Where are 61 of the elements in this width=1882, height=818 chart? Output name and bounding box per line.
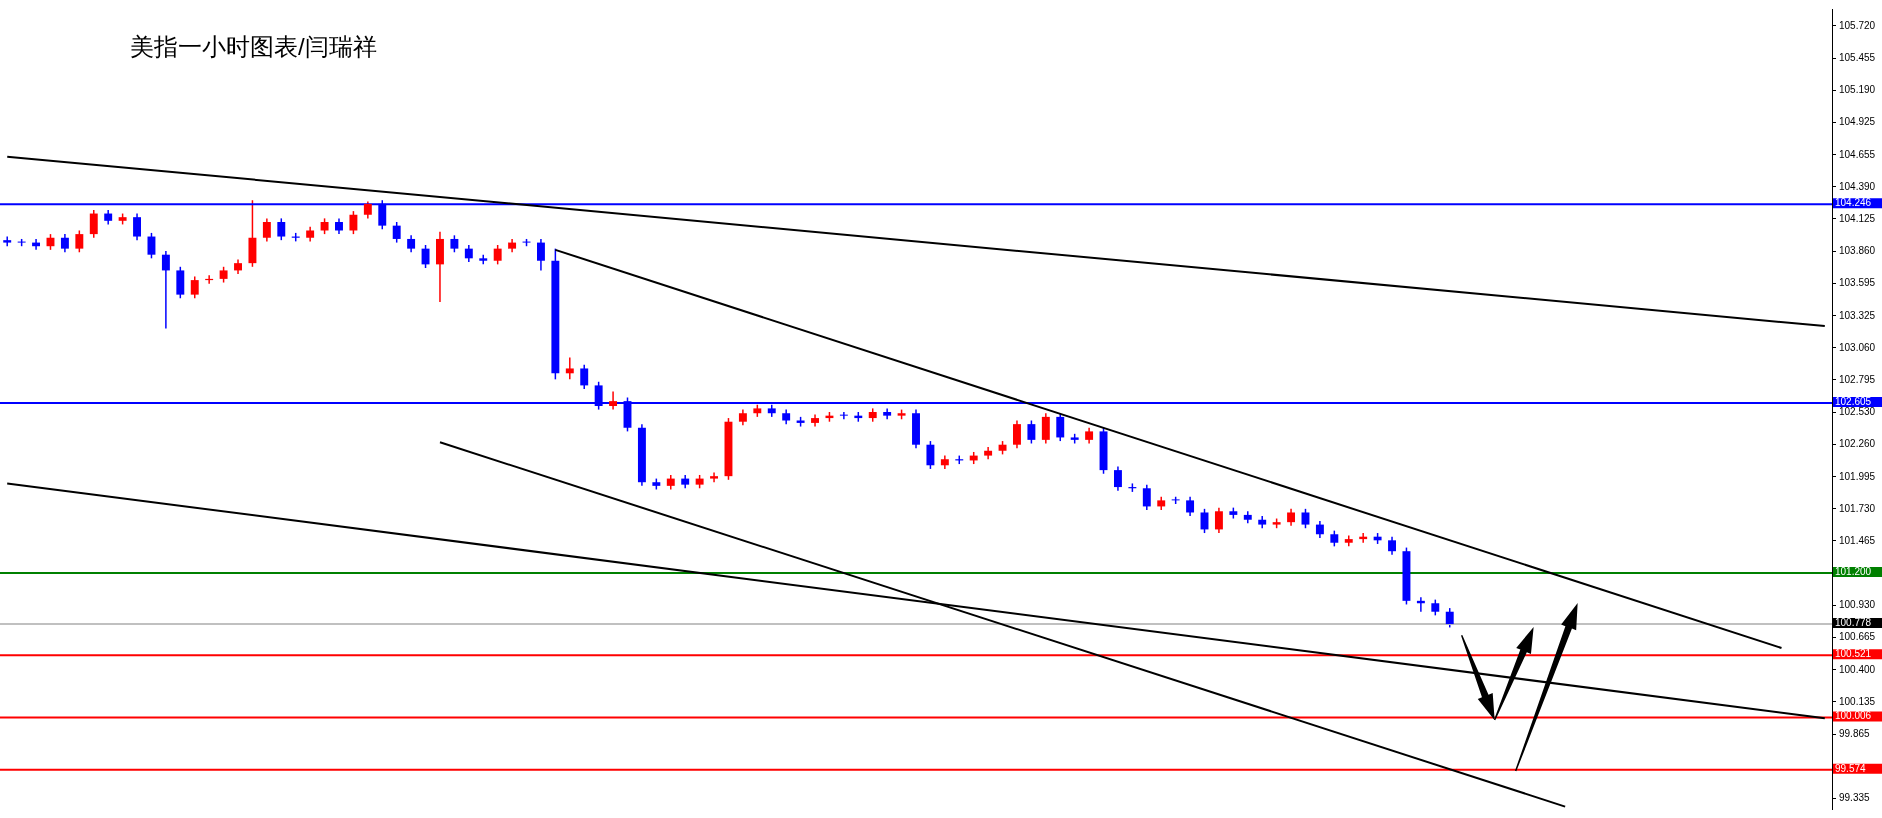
ref-line-label: 104.246 — [1835, 197, 1872, 209]
ref-line-label: 102.605 — [1835, 395, 1872, 407]
candlestick — [1113, 465, 1122, 492]
candlestick — [392, 221, 401, 244]
y-tick-label: 101.465 — [1839, 534, 1876, 546]
y-tick-label: 103.860 — [1839, 244, 1876, 256]
text: 美指一小时图表/闫瑞祥 — [130, 32, 377, 60]
y-tick-label: 102.530 — [1839, 405, 1876, 417]
candlestick — [161, 250, 170, 330]
candlestick — [1186, 496, 1195, 517]
candlestick — [609, 390, 618, 411]
candlestick — [1214, 506, 1223, 534]
candlestick — [133, 212, 142, 241]
y-tick-label: 101.730 — [1839, 502, 1876, 514]
ref-line-label: 100.006 — [1835, 710, 1872, 722]
candlestick — [277, 217, 286, 241]
candlestick — [1445, 607, 1454, 629]
candlestick — [580, 364, 589, 390]
candlestick — [839, 411, 848, 421]
candlestick — [349, 210, 358, 235]
y-tick-label: 102.260 — [1839, 438, 1876, 450]
candlestick — [1027, 419, 1036, 445]
candlestick — [75, 229, 84, 254]
y-tick-label: 104.125 — [1839, 212, 1876, 224]
candlestick — [1301, 508, 1310, 529]
candlestick — [1142, 483, 1151, 511]
candlestick — [60, 233, 69, 254]
ref-line-label: 99.574 — [1835, 762, 1867, 774]
candlestick — [1013, 419, 1021, 450]
ref-line-label: 100.778 — [1835, 616, 1872, 628]
candlestick — [147, 232, 156, 260]
candlestick — [262, 217, 271, 243]
y-tick-label: 100.930 — [1839, 599, 1876, 611]
candlestick — [536, 238, 545, 272]
candlestick — [1056, 412, 1065, 442]
ref-line-label: 101.200 — [1835, 565, 1872, 577]
y-tick-label: 100.400 — [1839, 663, 1876, 675]
y-tick-label: 104.390 — [1839, 180, 1876, 192]
y-tick-label: 103.325 — [1839, 309, 1876, 321]
candlestick — [493, 244, 502, 266]
y-tick-label: 104.925 — [1839, 115, 1876, 127]
candlestick — [89, 209, 98, 239]
y-tick-label: 105.720 — [1839, 19, 1876, 31]
y-tick-label: 103.595 — [1839, 276, 1876, 288]
candlestick — [1388, 535, 1396, 556]
y-tick-label: 100.665 — [1839, 631, 1876, 643]
ref-line-label: 100.521 — [1835, 647, 1872, 659]
y-tick-label: 99.335 — [1839, 792, 1871, 804]
y-tick-label: 105.190 — [1839, 83, 1876, 95]
y-tick-label: 99.865 — [1839, 728, 1871, 740]
y-tick-label: 101.995 — [1839, 470, 1876, 482]
candlestick — [1041, 412, 1050, 445]
candlestick — [190, 275, 199, 300]
y-tick-label: 105.455 — [1839, 51, 1876, 63]
y-tick-label: 102.795 — [1839, 373, 1876, 385]
y-tick-label: 100.135 — [1839, 695, 1876, 707]
candlestick — [565, 356, 574, 381]
y-tick-label: 103.060 — [1839, 341, 1876, 353]
y-tick-label: 104.655 — [1839, 148, 1876, 160]
candlestick — [926, 440, 935, 470]
candlestick — [421, 244, 430, 269]
